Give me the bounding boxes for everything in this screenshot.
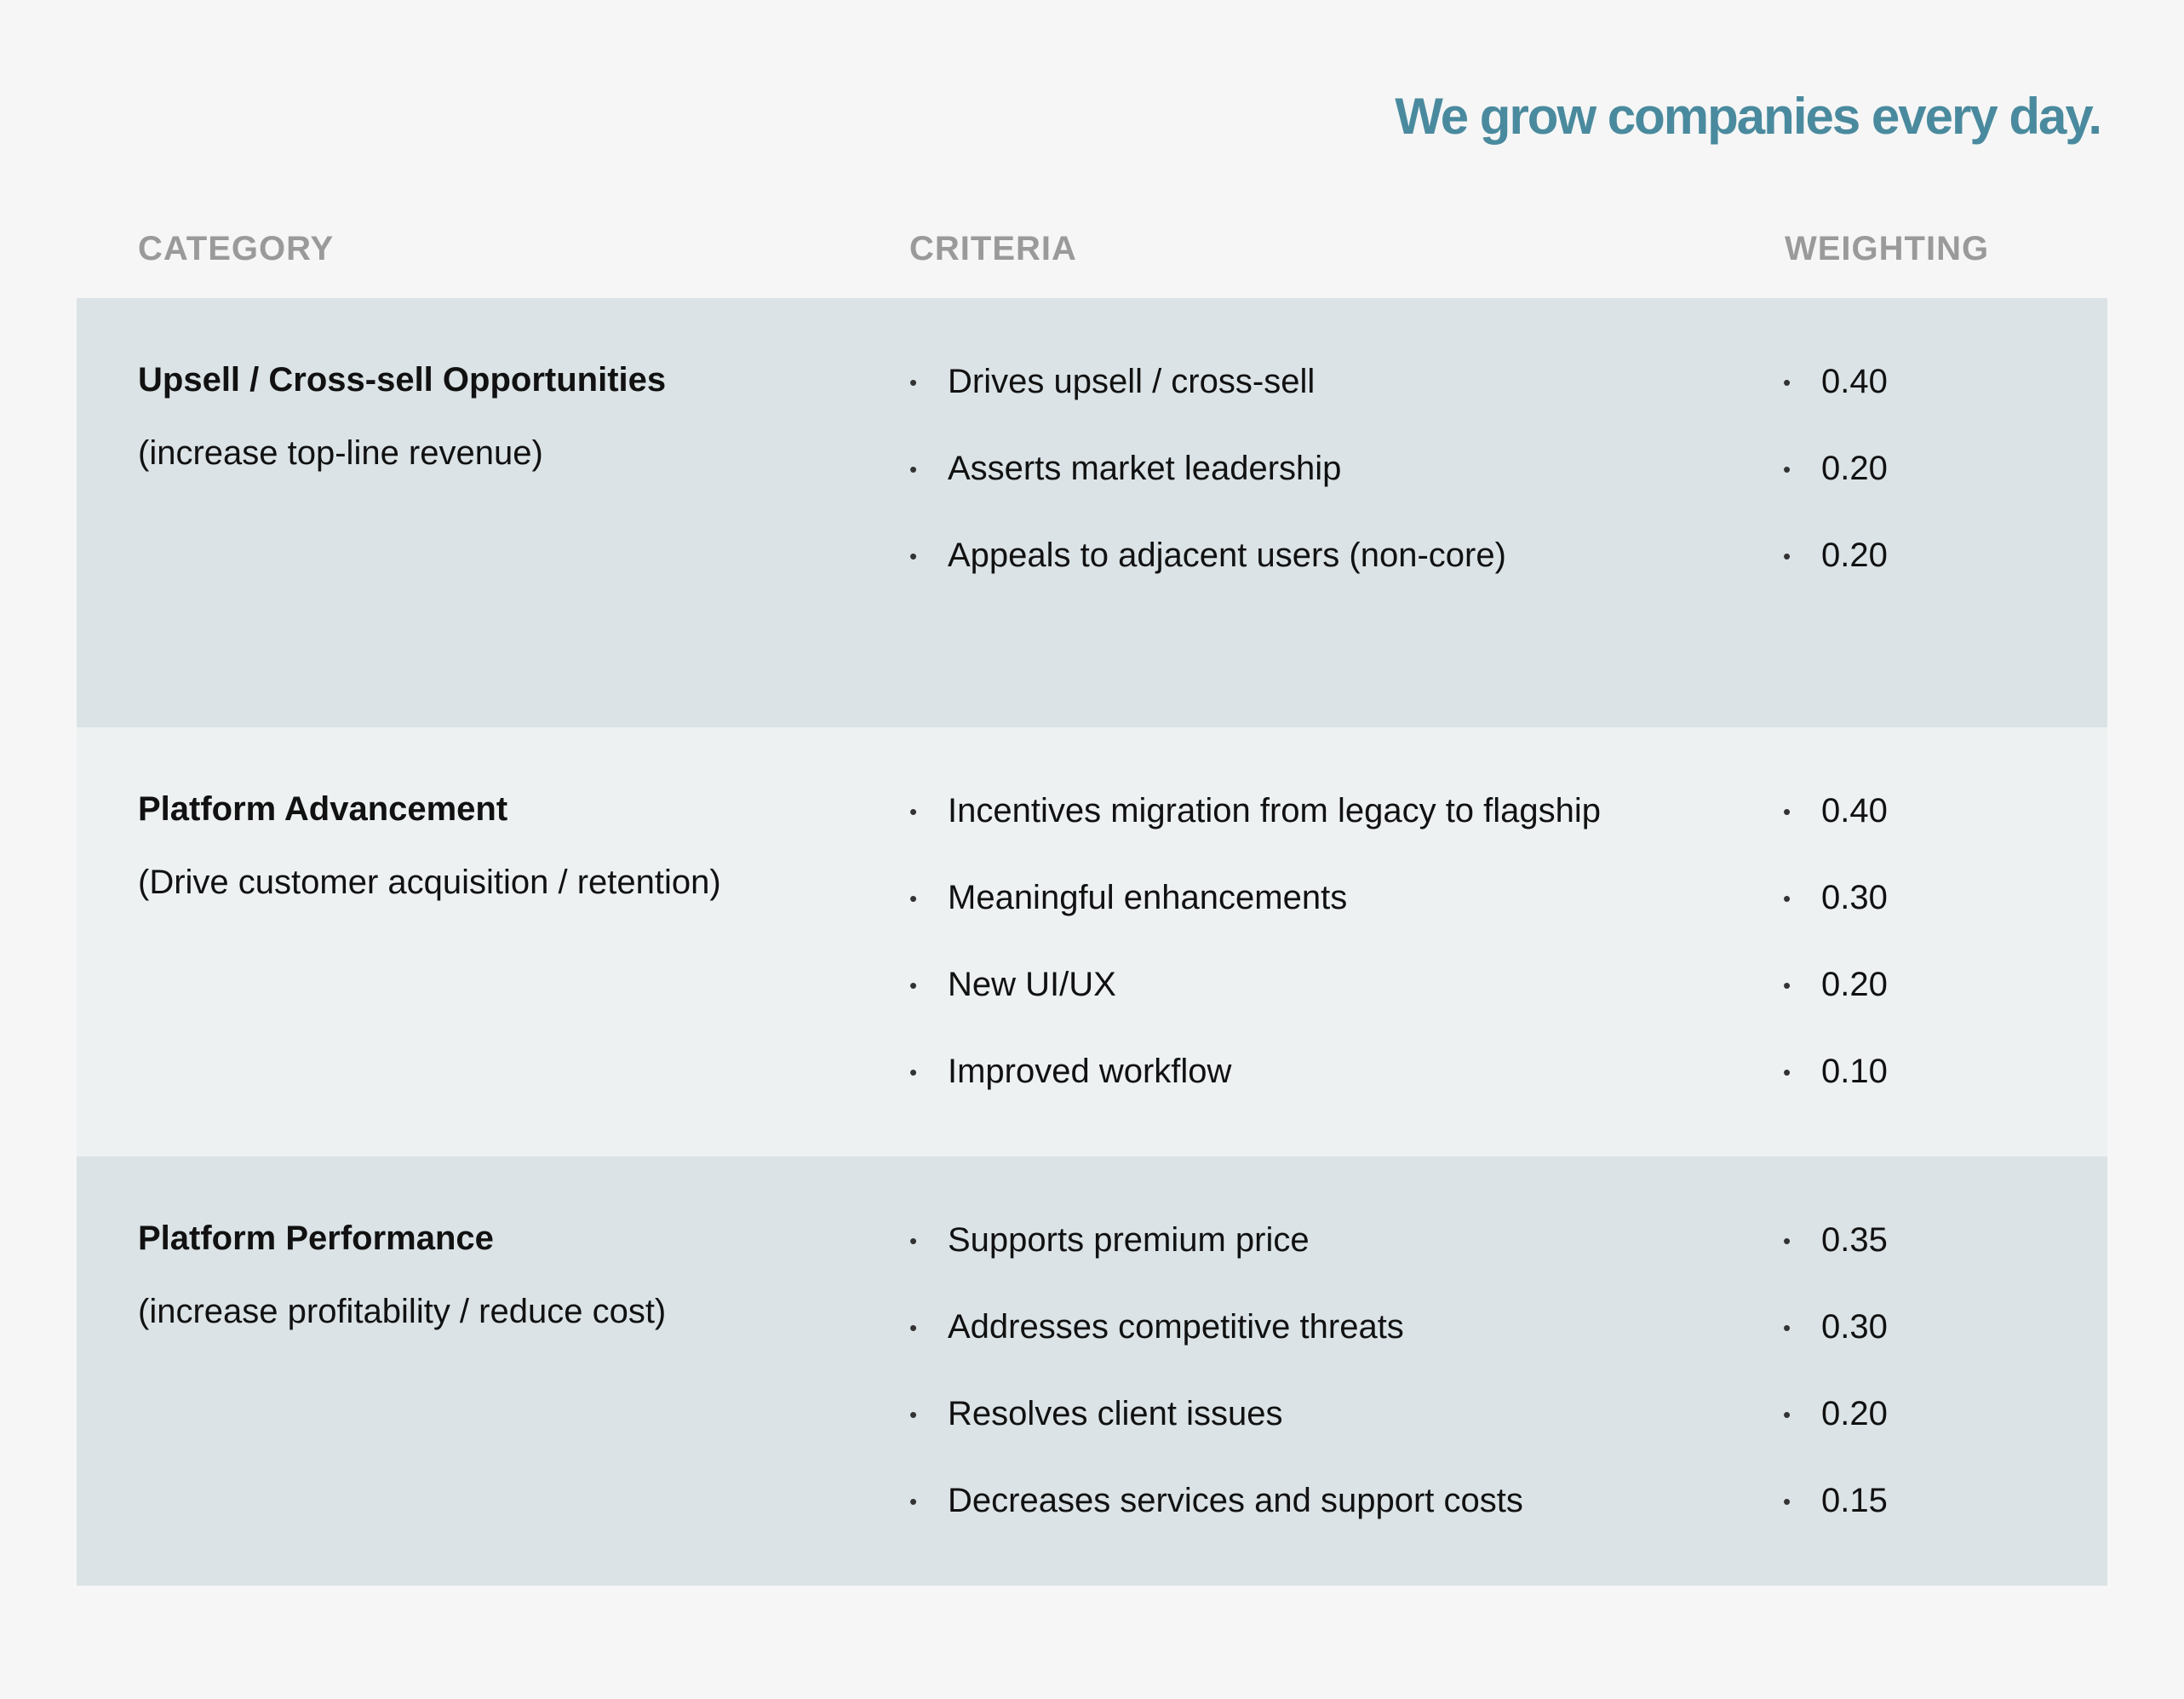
bullet: •	[1783, 886, 1791, 911]
bullet: •	[1783, 1315, 1791, 1340]
criterion: Improved workflow	[948, 1053, 1232, 1090]
bullet: •	[1783, 799, 1791, 824]
bullet: •	[1783, 1402, 1791, 1427]
bullet: •	[909, 1402, 918, 1427]
column-header: CATEGORY	[138, 230, 335, 267]
weight: 0.30	[1821, 1308, 1888, 1346]
table-row: Upsell / Cross-sell Opportunities (increa…	[77, 298, 2107, 727]
criterion: Addresses competitive threats	[948, 1308, 1404, 1346]
criterion: Resolves client issues	[948, 1395, 1283, 1432]
weight: 0.20	[1821, 966, 1888, 1003]
bullet: •	[1783, 1059, 1791, 1085]
criterion: Incentives migration from legacy to flag…	[948, 792, 1602, 829]
criterion: Supports premium price	[948, 1221, 1310, 1259]
bullet: •	[1783, 456, 1791, 482]
bullet: •	[909, 799, 918, 824]
column-header: CRITERIA	[909, 230, 1077, 267]
bullet: •	[909, 886, 918, 911]
bullet: •	[909, 543, 918, 569]
table-row: Platform Advancement (Drive customer acqu…	[77, 727, 2107, 1157]
bullet: •	[1783, 1489, 1791, 1514]
weight: 0.20	[1821, 1395, 1888, 1432]
bullet: •	[1783, 973, 1791, 998]
weight: 0.20	[1821, 450, 1888, 487]
criterion: Decreases services and support costs	[948, 1482, 1523, 1519]
category-note: (increase profitability / reduce cost)	[138, 1293, 667, 1330]
bullet: •	[909, 1228, 918, 1254]
bullet: •	[909, 1489, 918, 1514]
bullet: •	[909, 1315, 918, 1340]
category-note: (Drive customer acquisition / retention)	[138, 864, 721, 901]
weight: 0.20	[1821, 537, 1888, 574]
category-name: Platform Performance	[138, 1220, 494, 1257]
bullet: •	[1783, 1228, 1791, 1254]
weight: 0.40	[1821, 363, 1888, 400]
category-note: (increase top-line revenue)	[138, 434, 543, 472]
bullet: •	[1783, 370, 1791, 395]
weight: 0.30	[1821, 879, 1888, 916]
table-row: Platform Performance (increase profitabil…	[77, 1157, 2107, 1586]
weight: 0.15	[1821, 1482, 1888, 1519]
criterion: Appeals to adjacent users (non-core)	[948, 537, 1506, 574]
weight: 0.40	[1821, 792, 1888, 829]
weight: 0.10	[1821, 1053, 1888, 1090]
category-name: Platform Advancement	[138, 790, 508, 828]
criterion: Drives upsell / cross-sell	[948, 363, 1316, 400]
weight: 0.35	[1821, 1221, 1888, 1259]
category-name: Upsell / Cross-sell Opportunities	[138, 361, 667, 399]
criterion: Meaningful enhancements	[948, 879, 1348, 916]
criterion: Asserts market leadership	[948, 450, 1342, 487]
bullet: •	[909, 456, 918, 482]
bullet: •	[909, 370, 918, 395]
bullet: •	[1783, 543, 1791, 569]
bullet: •	[909, 1059, 918, 1085]
page-title: We grow companies every day.	[1395, 88, 2102, 145]
bullet: •	[909, 973, 918, 998]
column-header: WEIGHTING	[1785, 230, 1990, 267]
criterion: New UI/UX	[948, 966, 1116, 1003]
